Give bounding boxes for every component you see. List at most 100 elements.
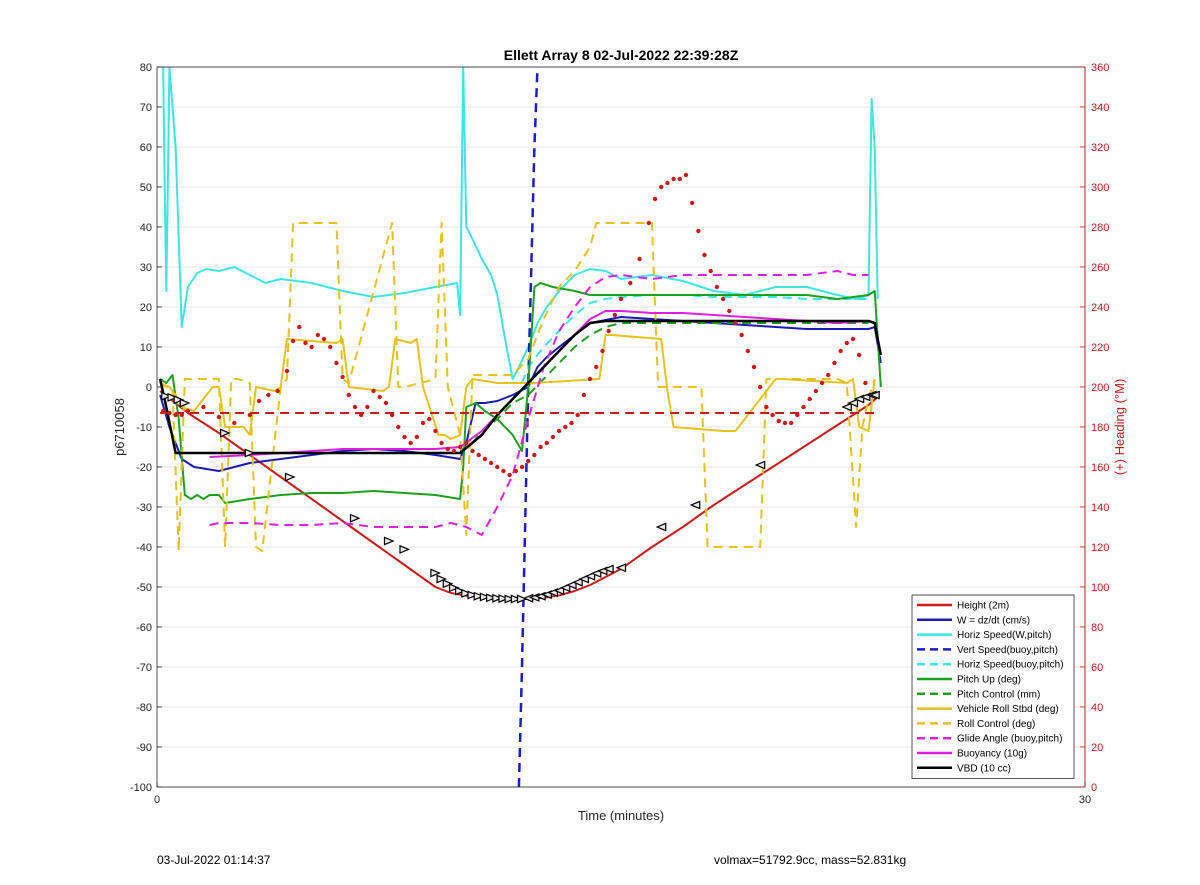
legend-label-vert-speed-buoy-pitch: Vert Speed(buoy,pitch) bbox=[957, 645, 1058, 656]
heading-point bbox=[427, 416, 432, 422]
heading-point bbox=[433, 428, 438, 434]
y-tick-label-left: 30 bbox=[140, 262, 152, 274]
height-marker-descent bbox=[461, 588, 472, 598]
heading-point bbox=[451, 448, 457, 454]
heading-point bbox=[284, 368, 290, 374]
heading-point bbox=[739, 332, 744, 338]
y-tick-label-right: 60 bbox=[1091, 662, 1103, 674]
series-vert-speed-buoy-pitch bbox=[517, 67, 539, 787]
y-tick-label-right: 300 bbox=[1091, 182, 1109, 194]
y-tick-label-right: 340 bbox=[1091, 102, 1109, 114]
heading-point bbox=[328, 344, 333, 350]
height-marker-descent bbox=[473, 591, 485, 601]
heading-point bbox=[309, 344, 314, 350]
heading-point bbox=[352, 404, 358, 410]
height-markers bbox=[161, 390, 880, 604]
y-tick-label-right: 140 bbox=[1091, 502, 1109, 514]
footer-timestamp: 03-Jul-2022 01:14:37 bbox=[157, 853, 271, 867]
legend-label-glide-angle-buoy-pitch: Glide Angle (buoy,pitch) bbox=[957, 734, 1062, 745]
series-vehicle-roll-stbd-deg bbox=[159, 334, 876, 440]
legend-box bbox=[911, 594, 1075, 780]
heading-point bbox=[782, 420, 788, 426]
heading-point bbox=[751, 364, 757, 370]
heading-point bbox=[201, 404, 206, 410]
heading-point bbox=[275, 388, 280, 394]
y-tick-label-left: -70 bbox=[136, 662, 152, 674]
heading-point bbox=[256, 398, 262, 404]
y-tick-label-right: 80 bbox=[1091, 622, 1103, 634]
heading-point bbox=[321, 336, 327, 342]
legend-label-roll-control-deg: Roll Control (deg) bbox=[957, 719, 1035, 730]
height-marker-ascent bbox=[578, 574, 590, 584]
heading-point bbox=[173, 412, 178, 418]
chart-title: Ellett Array 8 02-Jul-2022 22:39:28Z bbox=[504, 47, 739, 63]
heading-point bbox=[507, 472, 512, 478]
y-tick-label-left: 10 bbox=[140, 342, 152, 354]
legend: Height (2m) W = dz/dt (cm/s) Horiz Speed(W… bbox=[911, 594, 1075, 780]
heading-point bbox=[563, 424, 568, 430]
y-tick-label-right: 260 bbox=[1091, 262, 1109, 274]
heading-point bbox=[513, 468, 519, 474]
legend-label-horiz-speed-buoy-pitch: Horiz Speed(buoy,pitch) bbox=[957, 660, 1064, 671]
height-marker-descent bbox=[486, 593, 497, 603]
heading-point bbox=[556, 428, 562, 434]
height-marker-ascent bbox=[559, 583, 571, 593]
y-tick-label-left: -60 bbox=[136, 622, 152, 634]
heading-point bbox=[714, 284, 720, 290]
height-marker-descent bbox=[516, 594, 528, 604]
height-marker-ascent bbox=[869, 390, 880, 400]
heading-point bbox=[689, 200, 695, 206]
heading-point bbox=[819, 380, 825, 386]
y-tick-label-right: 100 bbox=[1091, 582, 1109, 594]
height-marker-ascent bbox=[841, 402, 852, 412]
height-marker-descent bbox=[244, 448, 256, 458]
heading-point bbox=[167, 410, 172, 416]
heading-point bbox=[247, 412, 252, 418]
axes: 80706050403020100-10-20-30-40-50-60-70-8… bbox=[130, 62, 1109, 806]
heading-point bbox=[501, 468, 506, 474]
height-marker-descent bbox=[467, 590, 479, 600]
heading-point bbox=[628, 280, 633, 286]
heading-point bbox=[464, 440, 469, 446]
height-marker-ascent bbox=[655, 522, 667, 532]
y-axis-label-right: (+) Heading (°M) bbox=[1112, 379, 1127, 476]
heading-point bbox=[526, 458, 531, 464]
heading-point bbox=[807, 396, 812, 402]
heading-point bbox=[495, 464, 500, 470]
heading-point bbox=[606, 328, 611, 334]
heading-point bbox=[346, 392, 351, 398]
height-marker-descent bbox=[399, 544, 411, 554]
series-horiz-speed-w-pitch bbox=[162, 67, 879, 380]
height-marker-descent bbox=[179, 398, 191, 408]
heading-point bbox=[216, 414, 222, 420]
heading-point bbox=[863, 380, 868, 386]
y-tick-label-right: 360 bbox=[1091, 62, 1109, 74]
x-tick-label: 30 bbox=[1079, 794, 1091, 806]
height-marker-ascent bbox=[615, 563, 627, 573]
heading-point bbox=[745, 348, 751, 354]
legend-label-vbd-10-cc: VBD (10 cc) bbox=[957, 763, 1011, 774]
heading-point bbox=[850, 336, 856, 342]
y-tick-label-left: 50 bbox=[140, 182, 152, 194]
heading-point bbox=[702, 252, 707, 258]
series-glide-angle-buoy-pitch bbox=[209, 270, 869, 536]
heading-point bbox=[334, 360, 339, 366]
y-tick-label-left: 40 bbox=[140, 222, 152, 234]
heading-point bbox=[652, 196, 658, 202]
heading-point bbox=[708, 268, 713, 274]
heading-point bbox=[303, 340, 308, 346]
y-tick-label-left: -80 bbox=[136, 702, 152, 714]
heading-point bbox=[856, 352, 862, 358]
height-marker-descent bbox=[173, 395, 185, 405]
heading-point bbox=[532, 452, 537, 458]
height-marker-ascent bbox=[565, 580, 577, 590]
heading-point bbox=[832, 360, 837, 366]
heading-point bbox=[538, 444, 543, 450]
x-axis-label: Time (minutes) bbox=[578, 808, 664, 823]
y-tick-label-left: 20 bbox=[140, 302, 152, 314]
height-marker-ascent bbox=[584, 571, 596, 581]
height-marker-ascent bbox=[553, 586, 565, 596]
heading-point bbox=[488, 460, 494, 466]
y-tick-label-right: 40 bbox=[1091, 702, 1103, 714]
heading-point bbox=[612, 312, 618, 318]
